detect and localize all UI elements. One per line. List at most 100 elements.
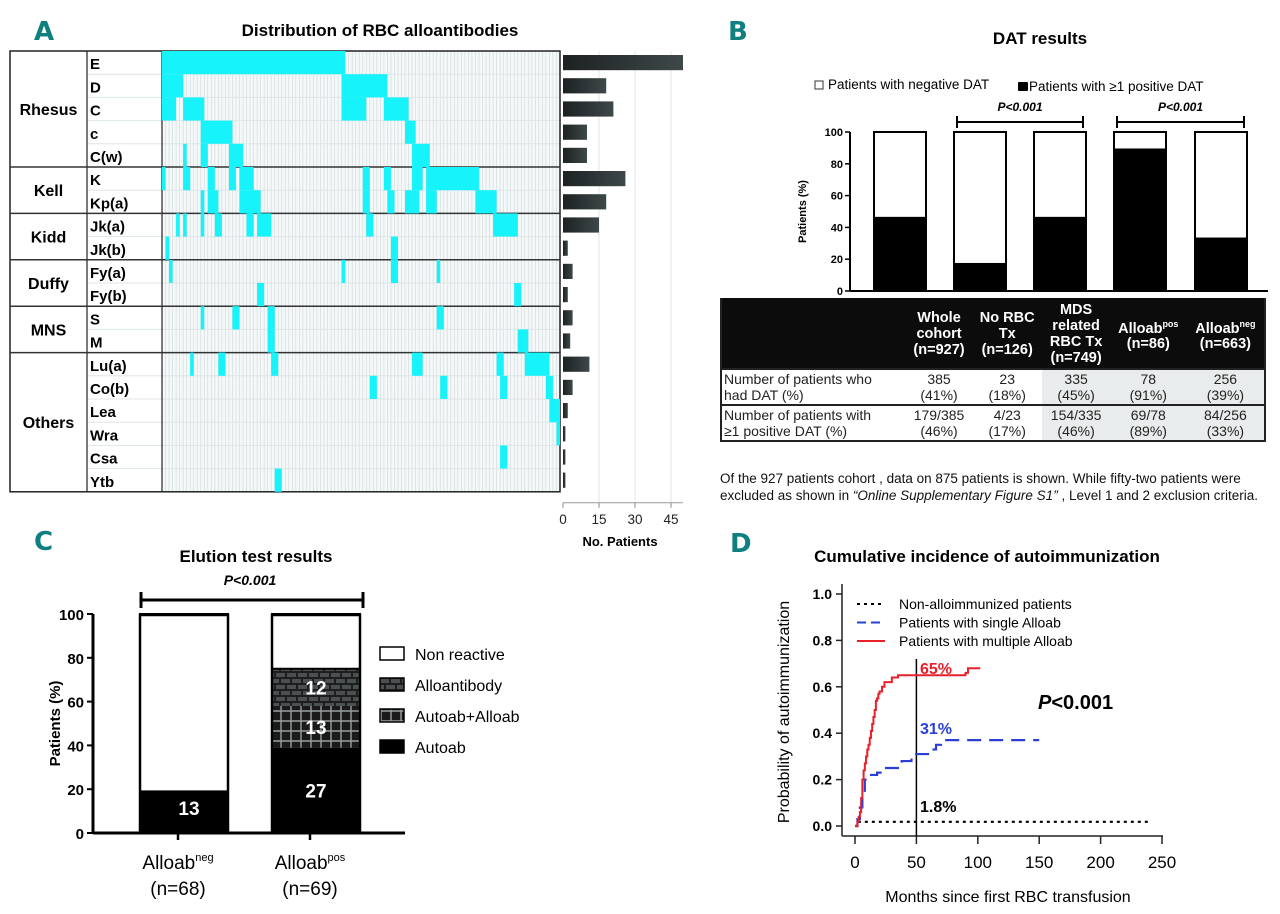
patients-bar	[563, 379, 573, 395]
heatmap-cell-ytb	[274, 468, 282, 492]
heatmap-cell-c	[162, 97, 177, 121]
y-tick-label: 0.0	[813, 818, 833, 834]
dat-table-corner	[721, 298, 906, 369]
y-tick-label: 60	[831, 191, 843, 203]
bar-count-label: 13	[305, 718, 326, 739]
legend-swatch-alloantibody	[379, 677, 405, 692]
footnote-text: , Level 1 and 2 exclusion criteria.	[1057, 488, 1259, 503]
legend-label: Autoab	[415, 740, 466, 757]
y-tick-label: 80	[831, 159, 843, 171]
cell-value: 179/385	[913, 407, 965, 423]
incidence-curves: 0.0 0.2 0.4 0.6 0.8 1.0 0 50 100 150 200 250 Months …	[776, 584, 1176, 906]
dat-table-header-no-rbc-tx: No RBC Tx (n=126)	[972, 298, 1043, 369]
chart-title-c: Elution test results	[179, 547, 332, 566]
header-line: (n=749)	[1050, 350, 1102, 366]
row-label: Csa	[90, 451, 118, 468]
table-row-label: Number of patients who had DAT (%)	[721, 368, 906, 406]
bar-positive-dat	[1194, 237, 1248, 292]
row-label: Kp(a)	[90, 195, 128, 212]
bar-segment-autoab	[140, 791, 228, 833]
cell-value: 78	[1140, 371, 1157, 387]
group-label-mns: MNS	[31, 322, 67, 339]
table-row: Number of patients with ≥1 positive DAT (…	[721, 404, 1265, 442]
patients-bar	[563, 287, 568, 303]
curve-non-alloimmunized-patients	[855, 820, 1150, 828]
header-line: related	[1052, 318, 1100, 334]
y-tick-label: 0.4	[813, 725, 833, 741]
x-tick-label: 50	[907, 853, 926, 872]
table-cell: 84/256 (33%)	[1186, 404, 1265, 442]
heatmap-cell-s	[436, 306, 444, 330]
panel-label-a: A	[34, 17, 54, 47]
table-cell: 23 (18%)	[972, 368, 1043, 406]
cell-percent: (33%)	[1206, 423, 1245, 439]
heatmap-cell-fya	[169, 259, 173, 283]
footnote-text: Of the 927 patients cohort , data on 875…	[720, 471, 1241, 503]
heatmap-cell-kpa	[239, 190, 261, 214]
x-tick-label: 0	[850, 853, 859, 872]
table-cell: 4/23 (17%)	[972, 404, 1043, 442]
legend-swatch-positive	[1018, 82, 1028, 91]
heatmap-cell-k	[362, 167, 370, 191]
heatmap-cell-cw	[183, 143, 187, 167]
patients-bar	[563, 449, 566, 465]
chart-title-b: DAT results	[993, 29, 1087, 48]
heatmap-cell-d	[162, 74, 184, 98]
panel-label-b: B	[728, 17, 748, 47]
chart-title-d: Cumulative incidence of autoimmunization	[814, 547, 1160, 566]
cell-percent: (91%)	[1129, 387, 1167, 403]
dat-table: Whole cohort (n=927) No RBC Tx (n=126) M…	[720, 298, 1266, 442]
heatmap-cell-cw	[412, 143, 430, 167]
y-tick-label: 60	[67, 695, 84, 712]
header-line: No RBC	[979, 310, 1035, 326]
bar-segment-non-reactive	[139, 613, 229, 793]
heatmap-cell-kpa	[412, 190, 420, 214]
row-label: Lu(a)	[90, 358, 127, 375]
x-tick-label: Alloabneg	[142, 852, 213, 874]
row-label: C	[90, 103, 101, 120]
footnote-reference: “Online Supplementary Figure S1”	[852, 488, 1058, 503]
x-tick-n-label: (n=68)	[150, 879, 205, 900]
row-label: Lea	[90, 404, 117, 421]
heatmap-cell-fya	[341, 259, 346, 283]
row-label: Jk(b)	[90, 242, 126, 259]
dat-footnote: Of the 927 patients cohort , data on 875…	[720, 470, 1270, 504]
y-tick-label: 20	[831, 254, 843, 266]
header-line: (n=86)	[1126, 336, 1170, 353]
bar-positive-dat	[873, 216, 927, 292]
p-value-label: P<0.001	[997, 100, 1042, 114]
heatmap-cell-csa	[500, 445, 508, 469]
heatmap-cell-m	[517, 329, 529, 353]
legend-label: Alloantibody	[415, 678, 502, 695]
bar-outline	[270, 613, 362, 835]
heatmap-cell-s	[232, 306, 240, 330]
cell-value: 4/23	[993, 407, 1021, 423]
header-sup: pos	[1162, 318, 1179, 329]
y-tick-label: 40	[831, 222, 843, 234]
heatmap-cell-lua	[218, 352, 226, 376]
patients-bar	[563, 217, 599, 233]
p-value-label: P<0.001	[1038, 692, 1113, 714]
heatmap-cell-kpa	[362, 190, 370, 214]
x-tick-label-sup: pos	[328, 852, 346, 864]
patients-bar	[563, 310, 573, 326]
bar-axis-tick-label: 30	[627, 512, 642, 527]
bar-count-label: 27	[305, 781, 326, 802]
p-value-label: P<0.001	[1158, 100, 1203, 114]
header-line: Whole	[917, 310, 961, 326]
table-cell: 78 (91%)	[1109, 368, 1187, 406]
patients-bar	[563, 124, 587, 140]
cell-percent: (46%)	[920, 423, 958, 439]
table-cell: 154/335 (46%)	[1042, 404, 1110, 442]
legend-label: Autoab+Alloab	[415, 709, 520, 726]
heatmap-cell-c	[183, 97, 205, 121]
heatmap-cell-cob	[545, 375, 553, 399]
patients-bar	[563, 147, 587, 163]
heatmap-cell-lua	[271, 352, 279, 376]
heatmap-cell-fyb	[514, 283, 522, 307]
dat-table-header-alloab-neg: Alloabneg (n=663)	[1186, 298, 1265, 369]
header-sup: neg	[1239, 318, 1256, 329]
row-label: Wra	[90, 427, 119, 444]
patients-bar	[563, 78, 607, 94]
